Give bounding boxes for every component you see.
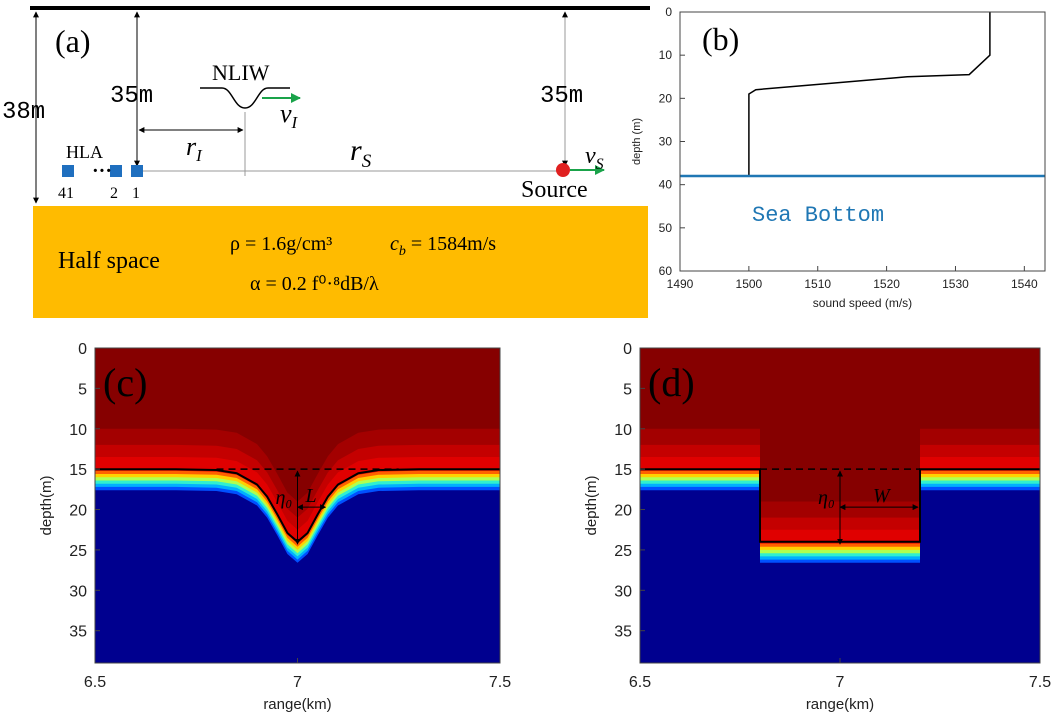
amplitude-label: η₀	[276, 487, 293, 509]
y-tick-label: 0	[78, 341, 87, 358]
subscript: b	[399, 244, 406, 259]
x-tick-label: 1540	[1011, 277, 1038, 291]
element-label: 41	[58, 185, 74, 202]
element-label: 1	[132, 185, 140, 202]
x-tick-label: 1530	[942, 277, 969, 291]
chart-panel: Sea Bottom 1490 1500 1510 1520 1530 1540 0 10 20 3…	[631, 5, 1046, 310]
x-axis-label: range(km)	[806, 696, 874, 713]
y-tick-label: 5	[623, 381, 632, 398]
y-tick-label: 35	[69, 624, 87, 641]
symbol: r	[350, 134, 362, 167]
value: = 1584m/s	[406, 233, 496, 255]
y-tick-label: 35	[614, 624, 632, 641]
source-range: rS	[350, 134, 372, 172]
symbol: v	[585, 143, 596, 169]
hydrophone	[62, 165, 74, 177]
y-tick-label: 60	[659, 264, 673, 278]
width-label: L	[305, 485, 317, 507]
y-axis-label: depth(m)	[38, 475, 55, 535]
y-tick-label: 30	[69, 583, 87, 600]
y-tick-label: 30	[614, 583, 632, 600]
wave-shape	[200, 87, 290, 109]
x-tick-label: 1500	[736, 277, 763, 291]
symbol: c	[390, 233, 399, 255]
panel-a: ··· (a) 38m 35m 35m NLIW vI rI rS vS HLA…	[2, 6, 650, 318]
y-tick-label: 10	[659, 48, 673, 62]
chart-panel: η₀ L 6.5 7 7.5 0 5 10 15 20 25 30 35 range(km) depth(m…	[38, 341, 511, 713]
panel-label: (c)	[103, 360, 147, 405]
symbol: r	[186, 132, 197, 161]
y-tick-label: 20	[69, 503, 87, 520]
source-speed: vS	[585, 143, 604, 173]
y-tick-label: 10	[614, 422, 632, 439]
y-tick-label: 20	[659, 91, 673, 105]
chart-panel: η₀ W 6.5 7 7.5 0 5 10 15 20 25 30 35 range(km) depth(m…	[583, 341, 1051, 713]
y-tick-label: 0	[665, 5, 672, 19]
plot-area	[640, 348, 1040, 663]
x-tick-label: 1520	[873, 277, 900, 291]
subscript: I	[291, 113, 299, 132]
y-tick-label: 40	[659, 178, 673, 192]
half-space-label: Half space	[58, 248, 160, 274]
y-axis-label: depth(m)	[583, 475, 600, 535]
depth-label: 35m	[540, 83, 583, 110]
y-tick-label: 30	[659, 135, 673, 149]
ellipsis: ···	[92, 160, 112, 182]
annotation: Sea Bottom	[752, 203, 884, 228]
x-tick-label: 6.5	[84, 674, 106, 691]
element-label: 2	[110, 185, 118, 202]
y-tick-label: 0	[623, 341, 632, 358]
wave-speed: vI	[280, 99, 299, 132]
width-label: W	[873, 485, 892, 507]
x-axis-label: sound speed (m/s)	[813, 296, 912, 310]
x-tick-label: 7.5	[1029, 674, 1051, 691]
y-tick-label: 5	[78, 381, 87, 398]
x-tick-label: 7	[836, 674, 845, 691]
y-tick-label: 25	[69, 543, 87, 560]
y-tick-label: 50	[659, 221, 673, 235]
x-tick-label: 1490	[667, 277, 694, 291]
y-tick-label: 15	[614, 462, 632, 479]
half-space	[33, 206, 648, 318]
plot-area	[95, 348, 500, 663]
y-tick-label: 15	[69, 462, 87, 479]
y-tick-label: 10	[69, 422, 87, 439]
subscript: S	[596, 156, 604, 173]
x-tick-label: 6.5	[629, 674, 651, 691]
source-marker	[556, 163, 570, 177]
source-label: Source	[521, 177, 588, 203]
amplitude-label: η₀	[818, 487, 835, 509]
density: ρ = 1.6g/cm³	[230, 233, 332, 255]
field-layer	[640, 348, 1040, 502]
hydrophone	[131, 165, 143, 177]
profile-line	[748, 12, 991, 176]
array-label: HLA	[66, 142, 103, 162]
x-axis-label: range(km)	[263, 696, 331, 713]
symbol: v	[280, 99, 292, 128]
depth-label: 38m	[2, 99, 45, 126]
x-tick-label: 7	[293, 674, 302, 691]
y-tick-label: 25	[614, 543, 632, 560]
plot-area	[680, 12, 1045, 178]
sound-speed: cb = 1584m/s	[390, 233, 496, 259]
subscript: S	[362, 151, 372, 172]
x-tick-label: 1510	[804, 277, 831, 291]
y-tick-label: 20	[614, 503, 632, 520]
y-axis-label: depth (m)	[631, 118, 643, 165]
depth-label: 35m	[110, 83, 153, 110]
x-tick-label: 7.5	[489, 674, 511, 691]
wave-label: NLIW	[212, 60, 270, 85]
field-layer	[95, 348, 500, 502]
hydrophone	[110, 165, 122, 177]
panel-label: (a)	[55, 23, 91, 59]
panel-label: (d)	[648, 360, 695, 405]
attenuation: α = 0.2 f⁰·⁸dB/λ	[250, 273, 379, 295]
subscript: I	[195, 146, 203, 165]
panel-label: (b)	[702, 21, 739, 57]
wave-range: rI	[186, 132, 203, 165]
